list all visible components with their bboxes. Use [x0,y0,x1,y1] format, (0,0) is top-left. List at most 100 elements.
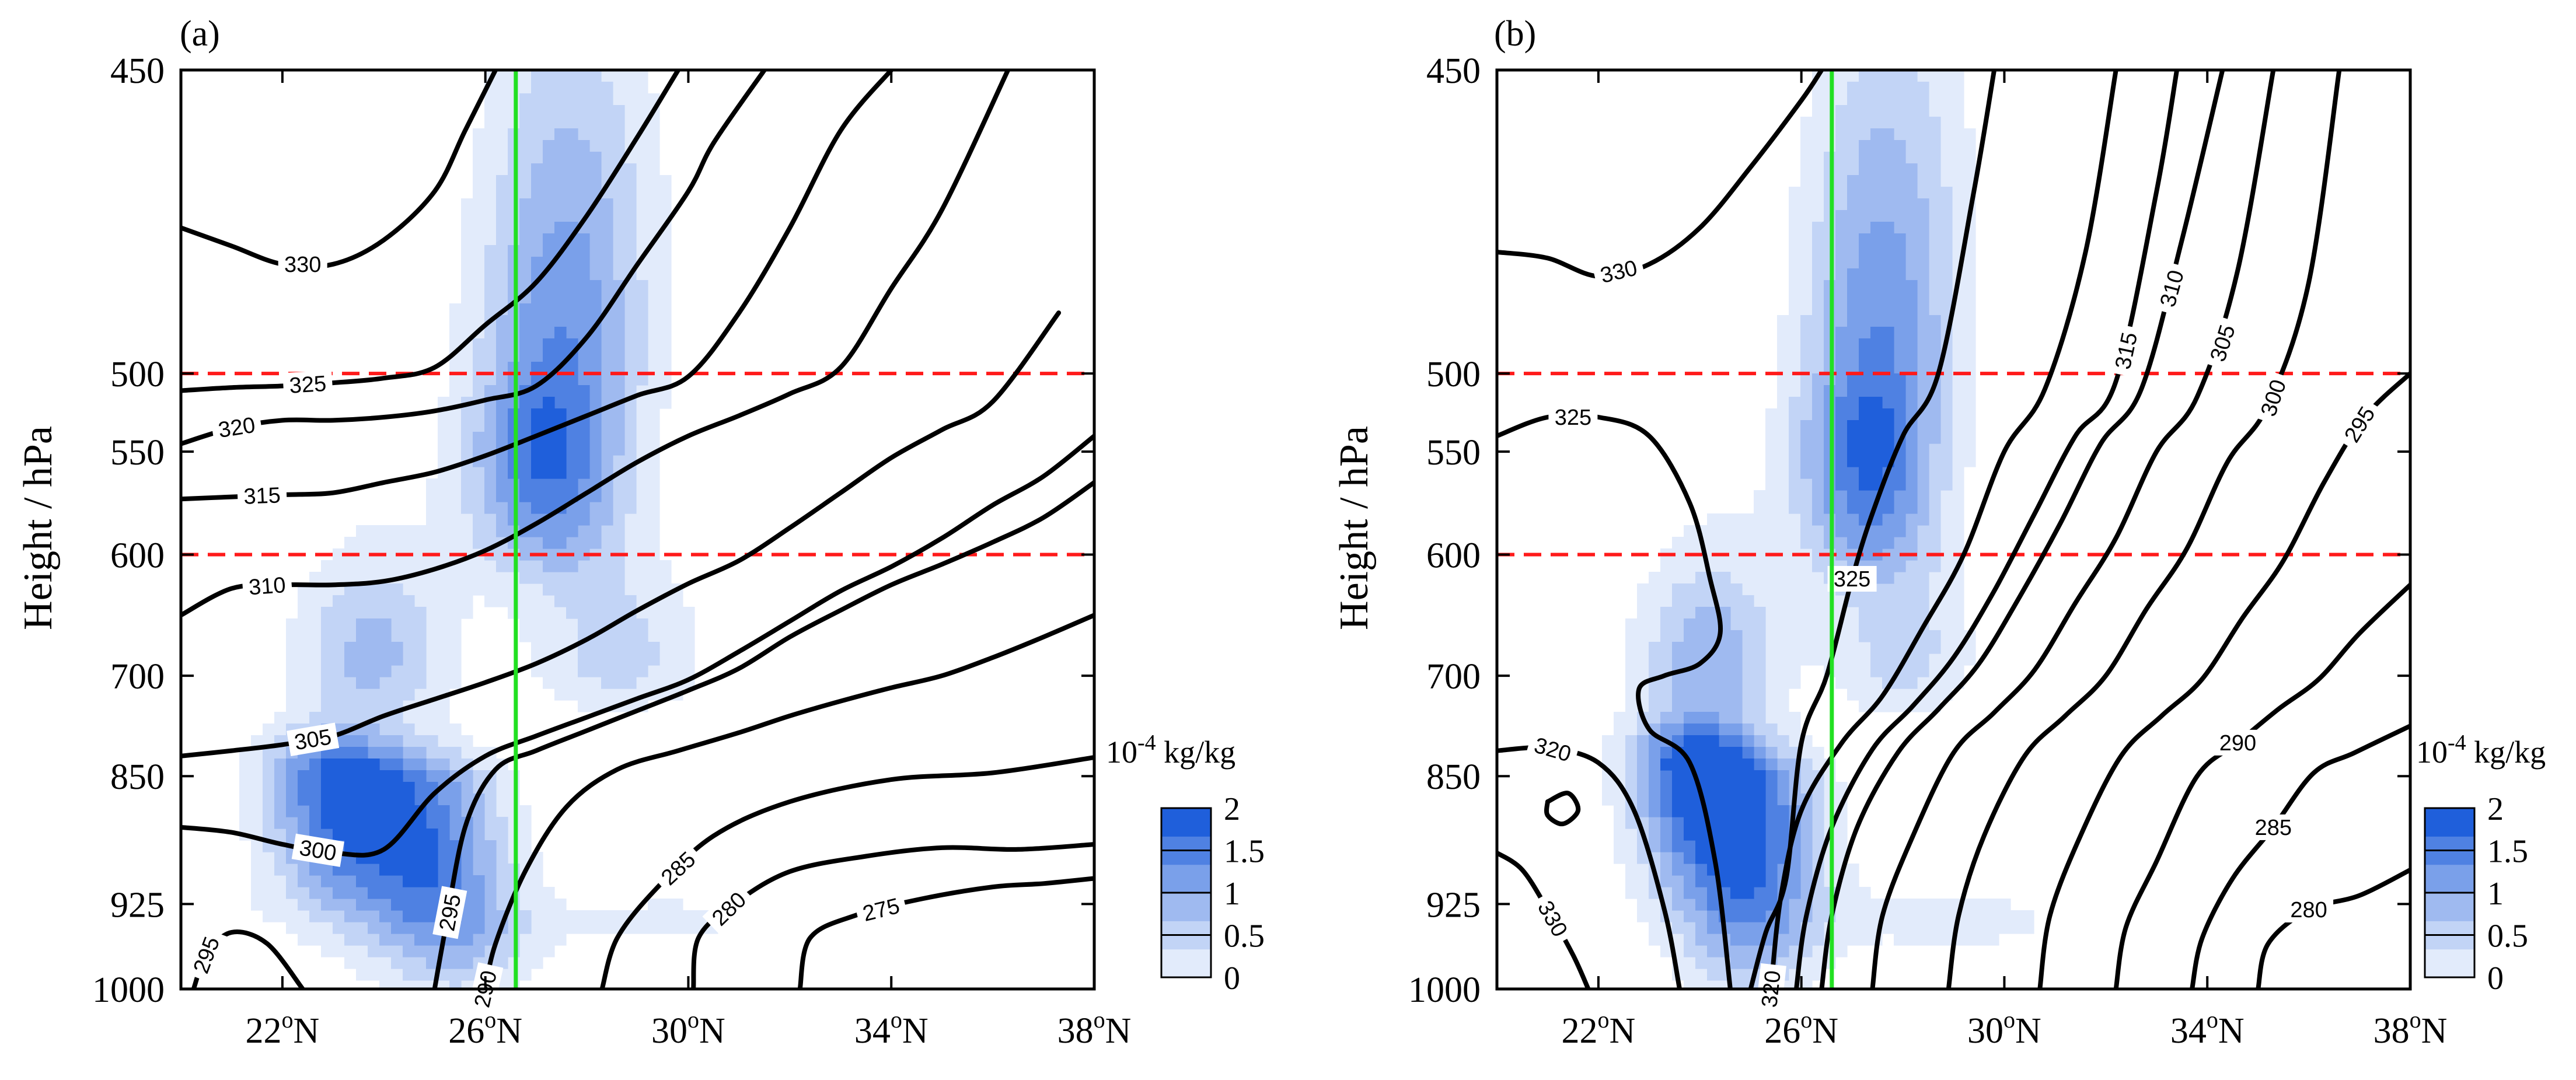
y-axis-label: Height / hPa [1332,426,1377,630]
theta-contour-285 [2190,724,2410,989]
contour-label-bg [237,481,287,510]
contour-label-320: 320 [1526,730,1580,769]
contour-label-310: 310 [242,571,293,601]
colorbar-swatch [2425,808,2474,837]
colorbar-swatch [1161,949,1211,978]
panel-a: (a) Height / hPa 10-4 kg/kg 330 325 320 315… [16,14,1265,1051]
theta-contour-290 [2113,582,2410,989]
contour-label-bg [1548,404,1598,430]
y-tick-label: 850 [110,757,165,797]
shading-level-6 [1660,397,1894,899]
panel-label: (a) [180,14,220,54]
colorbar-tick-label: 1.5 [1224,834,1265,870]
y-tick-label: 450 [110,51,165,91]
contour-label-bg [278,251,327,277]
y-tick-label: 1000 [92,970,165,1010]
contour-label-330: 330 [278,251,327,277]
y-tick-label: 600 [110,536,165,575]
theta-contour-330 [1497,70,1824,279]
theta-contour-330 [181,70,498,270]
x-tick-label: 26oN [1764,1006,1838,1051]
colorbar: 2 1.5 1 0.5 0 [2424,791,2528,997]
y-tick-label: 700 [1426,657,1481,697]
x-tick-label: 22oN [1561,1006,1635,1051]
contour-label-bg [854,891,908,928]
contour-label-bg [1591,253,1646,290]
colorbar-tick-label: 0.5 [1224,918,1265,955]
x-tick-label: 38oN [2373,1006,2448,1051]
colorbar-units: 10-4 kg/kg [2416,731,2546,770]
y-tick-label: 850 [1426,757,1481,797]
contour-label-text: 280 [2290,898,2327,922]
x-tick-label: 34oN [854,1006,929,1051]
colorbar-tick-label: 1.5 [2487,834,2528,870]
theta-contour-290 [483,613,1094,989]
y-tick-label: 550 [110,433,165,473]
contour-label-text: 320 [217,413,257,443]
x-tick-label: 30oN [1967,1006,2041,1051]
y-tick-label: 600 [1426,536,1481,575]
contour-label-text: 330 [284,253,321,277]
y-tick-label: 1000 [1408,970,1481,1010]
x-tick-label: 30oN [651,1006,725,1051]
y-tick-label: 925 [1426,885,1481,925]
contour-label-bg [286,722,340,757]
colorbar-tick-label: 1 [1224,876,1240,912]
x-tick-label: 26oN [448,1006,522,1051]
colorbar-swatch [1161,893,1211,921]
colorbar-tick-label: 0 [2487,960,2504,997]
shading-level-6 [321,397,567,887]
contour-label-text: 325 [1555,406,1591,430]
colorbar-tick-label: 0.5 [2487,918,2528,955]
colorbar-tick-label: 2 [2487,791,2504,827]
theta-contour-295 [432,480,1094,989]
y-tick-label: 925 [110,885,165,925]
theta-contour-275 [797,876,1094,989]
shading-level-4 [286,222,602,946]
contour-label-text: 315 [2111,330,2142,372]
contour-label-text: 310 [248,573,287,600]
plot-frame [179,68,1096,991]
contour-label-bg [282,370,333,399]
theta-contour-310 [181,70,1011,618]
contour-label-bg [432,886,467,939]
contour-label-325: 325 [282,370,333,399]
contour-label-330: 330 [1591,253,1646,290]
contour-label-330: 330 [1529,891,1576,946]
contour-label-text: 290 [2219,731,2256,756]
y-axis-label: Height / hPa [16,426,61,630]
contour-label-bg [2284,897,2334,922]
theta-contour-325 [181,70,681,393]
plot-frame [1495,68,2412,991]
contour-label-bg [1526,730,1580,769]
contour-label-text: 305 [2206,322,2240,365]
theta-contour-320 [1768,70,2118,989]
colorbar-swatch [1161,864,1211,893]
y-tick-label: 450 [1426,51,1481,91]
contour-label-text: 320 [1531,733,1574,767]
contour-label-310: 310 [2153,261,2191,316]
x-tick-label: 38oN [1057,1006,1132,1051]
contour-label-text: 330 [1598,256,1639,288]
colorbar-swatch [2425,949,2474,978]
shading-level-5 [1660,327,1906,922]
x-tick-label: 22oN [245,1006,319,1051]
colorbar-swatch [1161,808,1211,837]
colorbar: 2 1.5 1 0.5 0 [1160,791,1265,997]
shading-level-2 [1625,70,1953,989]
y-tick-label: 700 [110,657,165,697]
theta-contour-280 [691,842,1094,989]
colorbar-units: 10-4 kg/kg [1106,731,1235,770]
contour-label-bg [242,571,293,601]
theta-contour-320 [1544,791,1581,827]
x-tick-label: 34oN [2170,1006,2245,1051]
contour-label-bg [1529,891,1576,946]
theta-contour-325 [1497,413,1733,989]
y-tick-label: 500 [110,355,165,394]
contour-label-275: 275 [854,891,908,928]
theta-contour-320 [181,70,767,446]
y-tick-label: 500 [1426,355,1481,394]
colorbar-tick-label: 1 [2487,876,2504,912]
contour-label-bg [2336,397,2383,452]
